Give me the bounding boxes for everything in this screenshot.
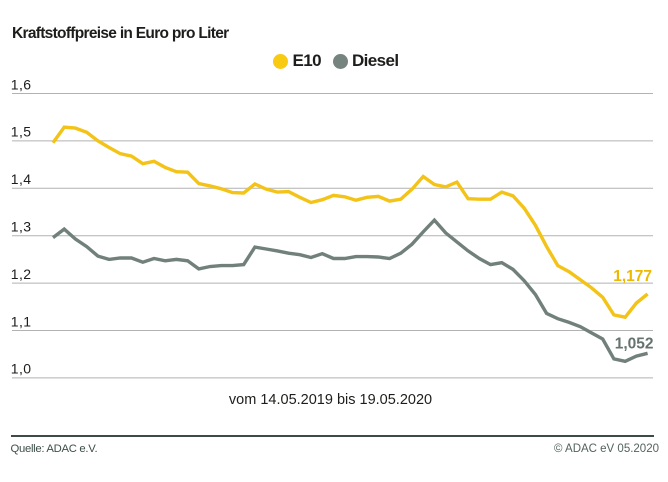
- svg-text:1,052: 1,052: [615, 336, 654, 353]
- svg-text:1,3: 1,3: [11, 219, 32, 235]
- svg-text:1,2: 1,2: [11, 266, 32, 282]
- svg-text:1,5: 1,5: [11, 124, 32, 140]
- svg-text:1,1: 1,1: [11, 313, 32, 329]
- svg-text:1,0: 1,0: [11, 361, 32, 377]
- svg-text:1,4: 1,4: [11, 171, 32, 187]
- svg-text:1,6: 1,6: [11, 76, 32, 92]
- svg-text:1,177: 1,177: [613, 268, 652, 285]
